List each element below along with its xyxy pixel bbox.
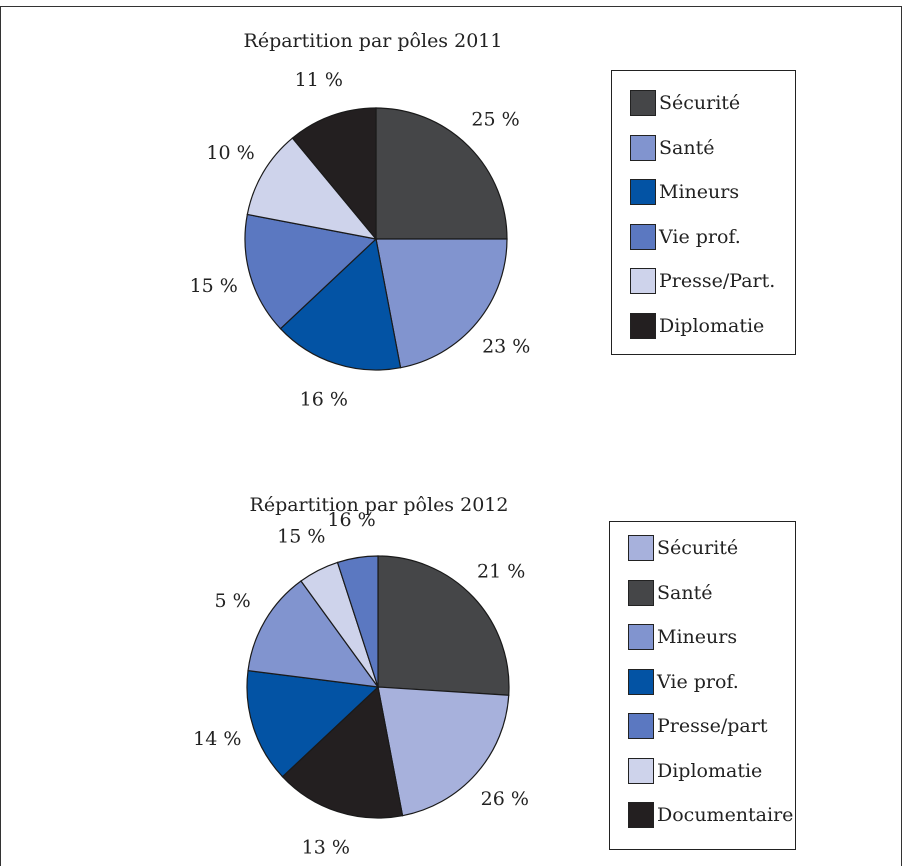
pie-slice-2-1: [377, 555, 510, 696]
data-label-2-4: 14 %: [193, 728, 241, 750]
pie-slice-2-7: [336, 555, 379, 688]
legend-swatch: [628, 713, 654, 739]
data-label-1-6: 11 %: [295, 69, 343, 91]
legend-swatch: [628, 535, 654, 561]
pie-slice-2-5: [247, 580, 380, 688]
legend-swatch: [630, 312, 656, 339]
pie-slice-2-3: [281, 685, 404, 819]
legend-item-2-5: Presse/part: [628, 711, 767, 741]
data-label-2-7: 16 %: [327, 509, 375, 531]
data-label-1-5: 10 %: [206, 142, 254, 164]
legend-item-1-5: Presse/Part.: [630, 266, 775, 296]
legend-item-1-1: Sécurité: [630, 88, 740, 118]
data-label-2-2: 26 %: [481, 788, 529, 810]
legend-item-1-2: Santé: [630, 133, 714, 163]
pie-slice-1-2: [375, 238, 508, 369]
data-label-1-4: 15 %: [190, 275, 238, 297]
legend-swatch: [628, 579, 654, 606]
legend-label: Santé: [657, 581, 713, 604]
pie-chart-2011: Répartition par pôles 2011 25 % 23 % 16 % 1…: [190, 30, 531, 411]
legend-label: Diplomatie: [657, 759, 763, 782]
chart-title-2012: Répartition par pôles 2012: [250, 494, 509, 516]
legend-swatch: [630, 134, 656, 161]
legend-item-1-3: Mineurs: [630, 177, 739, 207]
legend-swatch: [630, 90, 656, 116]
legend-item-1-4: Vie prof.: [630, 222, 741, 252]
legend-item-2-3: Mineurs: [628, 622, 737, 652]
figure-frame: [0, 6, 902, 866]
legend-item-2-7: Documentaire: [628, 800, 793, 830]
legend-swatch: [628, 802, 654, 828]
legend-label: Sécurité: [657, 537, 739, 559]
legend-2012: Sécurité Santé Mineurs Vie prof. Presse/part…: [609, 521, 796, 850]
legend-swatch: [628, 624, 654, 650]
legend-swatch: [628, 757, 654, 784]
legend-label: Santé: [659, 136, 715, 159]
data-label-2-5: 5 %: [214, 590, 250, 612]
legend-swatch: [630, 179, 656, 205]
pie-slice-1-3: [279, 237, 402, 371]
legend-swatch: [630, 223, 656, 250]
data-label-1-1: 25 %: [471, 108, 519, 130]
legend-swatch: [628, 668, 654, 695]
legend-label: Mineurs: [657, 626, 738, 648]
legend-item-1-6: Diplomatie: [630, 311, 764, 341]
pie-slice-2-4: [246, 669, 380, 778]
legend-swatch: [630, 268, 656, 294]
legend-label: Presse/part: [657, 715, 768, 737]
legend-label: Mineurs: [659, 181, 740, 203]
legend-label: Documentaire: [657, 804, 794, 826]
legend-item-2-4: Vie prof.: [628, 667, 739, 697]
pie-slice-1-5: [246, 137, 378, 240]
pie-slice-1-4: [244, 213, 378, 330]
legend-item-2-1: Sécurité: [628, 533, 738, 563]
legend-label: Vie prof.: [657, 670, 739, 693]
legend-label: Diplomatie: [659, 314, 765, 337]
pie-slice-2-2: [377, 686, 510, 817]
data-label-2-1: 21 %: [477, 560, 525, 582]
legend-item-2-2: Santé: [628, 578, 712, 608]
data-label-1-3: 16 %: [300, 389, 348, 411]
pie-slice-1-1: [375, 107, 508, 240]
legend-item-2-6: Diplomatie: [628, 756, 762, 786]
legend-label: Presse/Part.: [659, 270, 776, 292]
data-label-2-3: 13 %: [302, 837, 350, 859]
chart-title-2011: Répartition par pôles 2011: [244, 30, 503, 52]
legend-label: Vie prof.: [659, 225, 741, 248]
legend-2011: Sécurité Santé Mineurs Vie prof. Presse/Part…: [611, 70, 796, 355]
pie-slice-1-6: [291, 107, 377, 241]
pie-chart-2012: Répartition par pôles 2012 21 % 26 % 13 % 1…: [193, 494, 529, 859]
data-label-1-2: 23 %: [482, 336, 530, 358]
legend-label: Sécurité: [659, 92, 741, 114]
data-label-2-6: 15 %: [277, 525, 325, 547]
